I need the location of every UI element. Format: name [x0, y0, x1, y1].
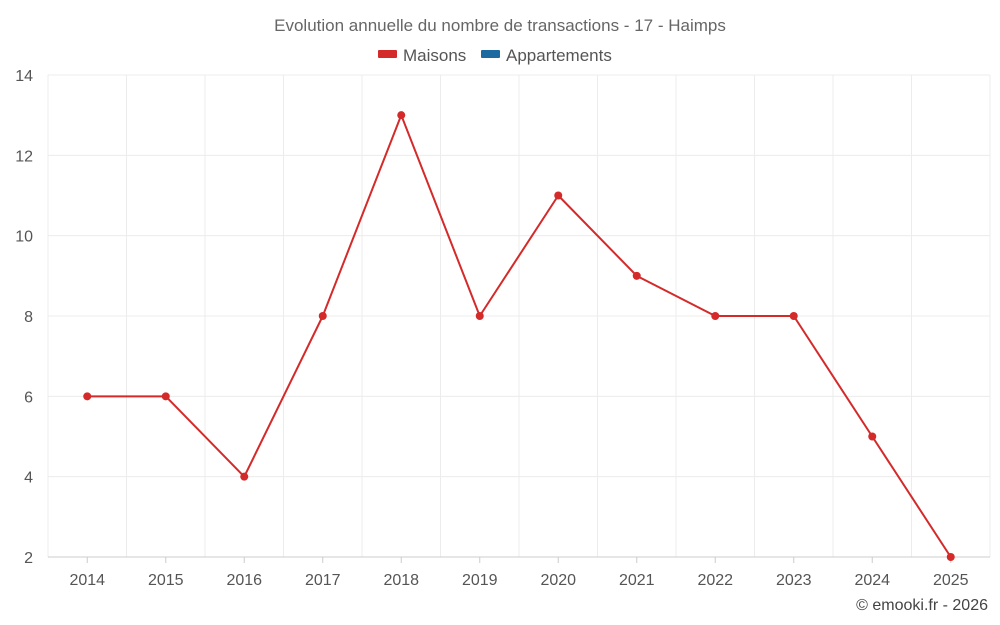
y-tick-label: 4 [24, 470, 33, 487]
data-point[interactable] [161, 392, 170, 401]
grid [47, 74, 991, 557]
x-tick-label: 2025 [933, 572, 969, 589]
x-tick-label: 2014 [69, 572, 105, 589]
x-tick-label: 2017 [305, 572, 341, 589]
y-tick-label: 14 [15, 68, 33, 85]
data-point[interactable] [946, 553, 955, 561]
legend-swatch-appartements[interactable] [481, 50, 500, 58]
x-tick-label: 2018 [383, 572, 419, 589]
x-tick-label: 2020 [540, 572, 576, 589]
x-tick-label: 2015 [148, 572, 184, 589]
legend-swatch-maisons[interactable] [378, 50, 397, 58]
y-axis-ticks: 2 4 6 8 10 12 14 [15, 68, 33, 567]
data-point[interactable] [318, 312, 327, 320]
x-tick-label: 2022 [697, 572, 733, 589]
data-point[interactable] [868, 432, 877, 441]
credit-text: © emooki.fr - 2026 [856, 597, 988, 614]
data-point[interactable] [240, 472, 249, 481]
data-point[interactable] [789, 312, 798, 320]
y-tick-label: 2 [24, 550, 33, 567]
x-tick-label: 2019 [462, 572, 498, 589]
y-tick-label: 12 [15, 148, 33, 165]
data-point[interactable] [475, 312, 484, 320]
legend-label-maisons[interactable]: Maisons [403, 46, 466, 65]
x-axis-ticks: 2014 2015 2016 2017 2018 2019 2020 2021 2022 2023… [69, 557, 969, 589]
y-tick-label: 6 [24, 389, 33, 406]
y-tick-label: 10 [15, 229, 33, 246]
legend: Maisons Appartements [378, 46, 612, 65]
x-tick-label: 2024 [854, 572, 890, 589]
x-tick-label: 2023 [776, 572, 812, 589]
data-point[interactable] [632, 271, 641, 280]
data-point[interactable] [83, 392, 92, 401]
legend-label-appartements[interactable]: Appartements [506, 46, 612, 65]
y-tick-label: 8 [24, 309, 33, 326]
data-point[interactable] [397, 111, 406, 120]
data-point[interactable] [711, 312, 720, 320]
chart-title: Evolution annuelle du nombre de transact… [274, 16, 726, 35]
x-tick-label: 2016 [226, 572, 262, 589]
series-maisons [83, 111, 955, 561]
series-line-maisons [87, 114, 952, 558]
x-tick-label: 2021 [619, 572, 655, 589]
data-point[interactable] [554, 191, 563, 200]
